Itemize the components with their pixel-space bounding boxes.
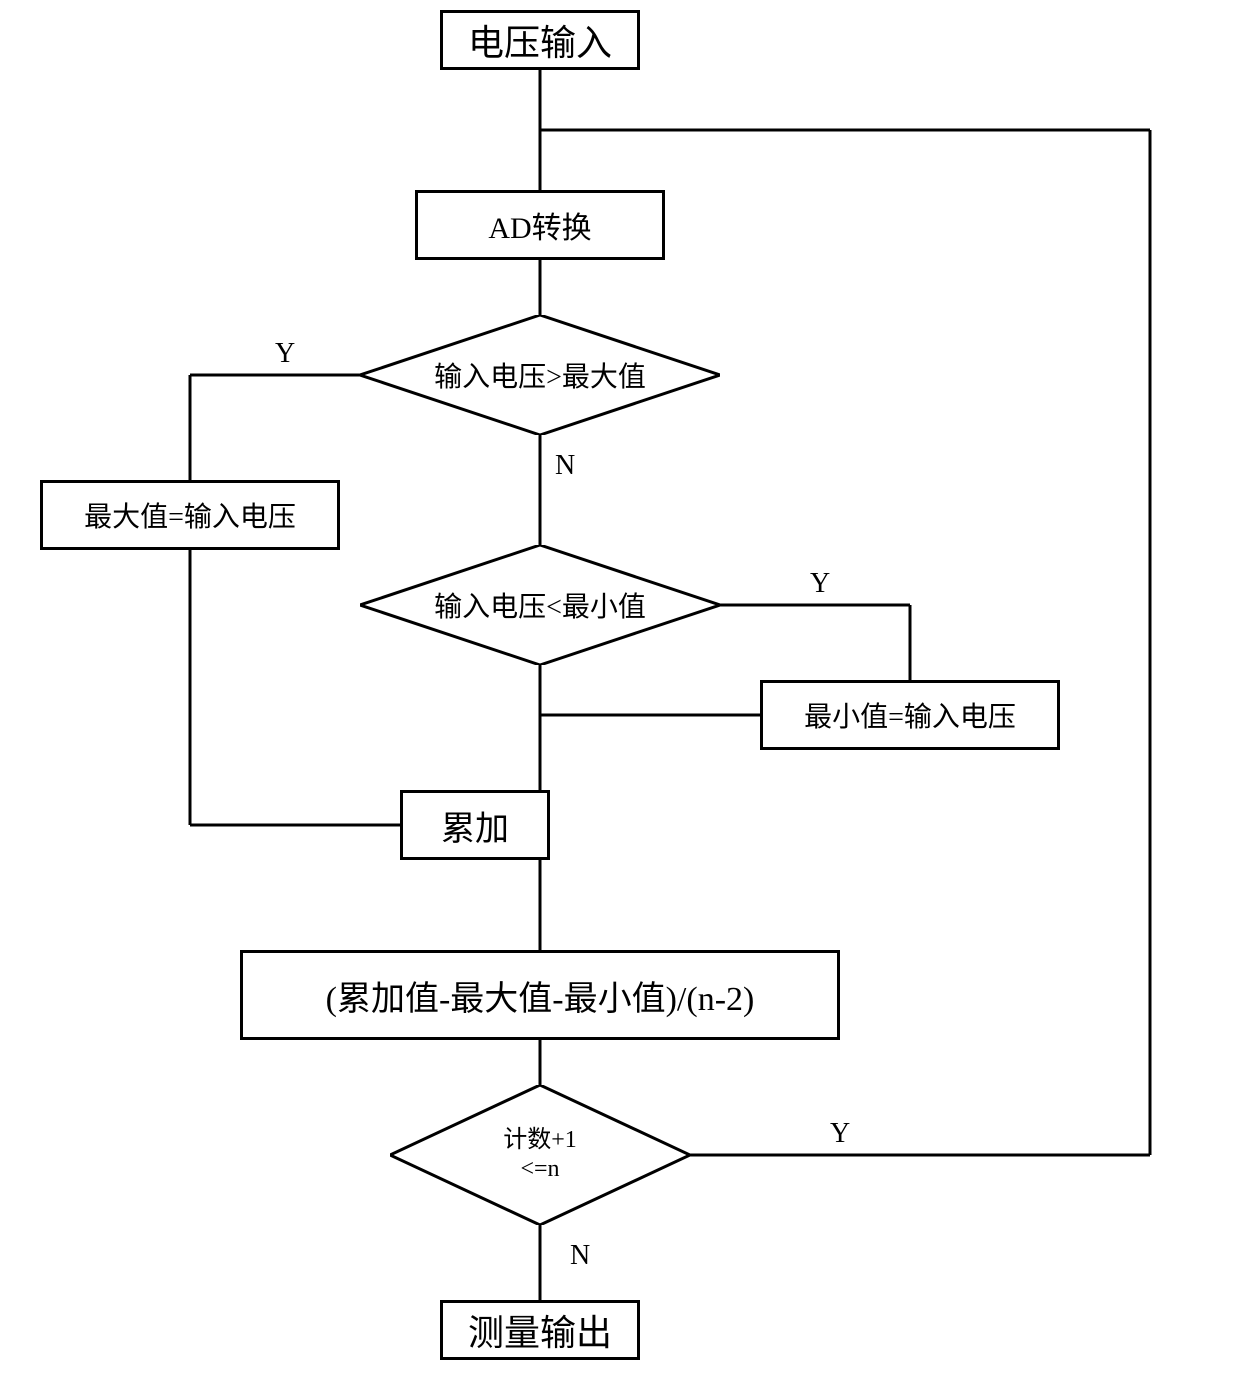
node-set-max: 最大值=输入电压 — [40, 480, 340, 550]
edge-label-gt-max-n: N — [555, 450, 575, 482]
node-lt-min: 输入电压<最小值 — [360, 545, 720, 665]
node-label: 最大值=输入电压 — [84, 495, 296, 535]
node-label-line1: 计数+1 — [503, 1127, 577, 1153]
node-label: 输入电压>最大值 — [434, 362, 646, 393]
node-label: 最小值=输入电压 — [804, 695, 1016, 735]
node-label: 电压输入 — [468, 14, 612, 66]
node-label: AD转换 — [488, 203, 591, 247]
edge-label-count-y: Y — [830, 1118, 850, 1150]
node-set-min: 最小值=输入电压 — [760, 680, 1060, 750]
node-label: (累加值-最大值-最小值)/(n-2) — [326, 971, 755, 1020]
node-average: (累加值-最大值-最小值)/(n-2) — [240, 950, 840, 1040]
node-label: 输入电压<最小值 — [434, 592, 646, 623]
node-label-line2: <=n — [520, 1156, 559, 1182]
node-count: 计数+1 <=n — [390, 1085, 690, 1225]
node-ad-conversion: AD转换 — [415, 190, 665, 260]
flowchart-canvas: 电压输入 AD转换 输入电压>最大值 最大值=输入电压 输入电压<最小值 最小值… — [0, 0, 1240, 1387]
edge-label-count-n: N — [570, 1240, 590, 1272]
node-voltage-input: 电压输入 — [440, 10, 640, 70]
node-output: 测量输出 — [440, 1300, 640, 1360]
node-label: 累加 — [441, 801, 509, 850]
node-gt-max: 输入电压>最大值 — [360, 315, 720, 435]
edge-label-gt-max-y: Y — [275, 338, 295, 370]
node-accumulate: 累加 — [400, 790, 550, 860]
node-label: 测量输出 — [468, 1304, 612, 1356]
edge-label-lt-min-y: Y — [810, 568, 830, 600]
